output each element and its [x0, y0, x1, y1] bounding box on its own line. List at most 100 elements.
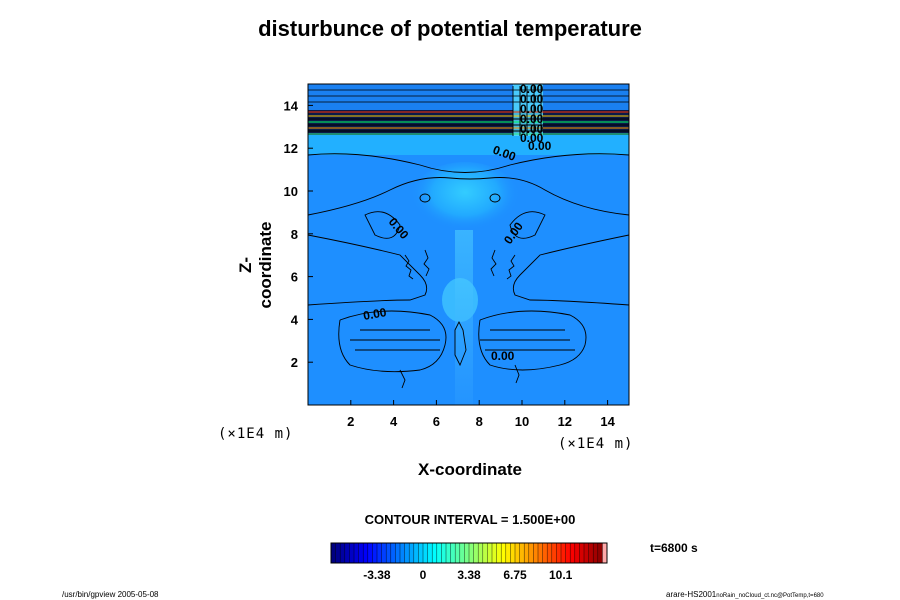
colorbar-cell: [395, 543, 401, 563]
top-column: [513, 84, 543, 136]
colorbar-cell: [528, 543, 534, 563]
top-label: 0.00: [520, 102, 544, 116]
colorbar-cell: [381, 543, 387, 563]
sponge-lines: [308, 89, 629, 135]
y-unit-label: (×1E4 m): [218, 426, 294, 442]
colorbar-cell: [533, 543, 539, 563]
colorbar-cell: [464, 543, 470, 563]
colorbar-cell: [446, 543, 451, 563]
colorbar-cell: [538, 543, 543, 563]
plot-field: [308, 84, 629, 405]
upper-layer: [308, 84, 629, 110]
colorbar-cell: [418, 543, 424, 563]
footer-right-sub: noRain_noCloud_ct.nc@PotTemp,t=680: [716, 593, 824, 599]
colorbar-tick-label: 3.38: [457, 568, 481, 582]
x-tick-label: 6: [433, 414, 440, 429]
colorbar-cell: [354, 543, 359, 563]
x-tick-label: 8: [476, 414, 483, 429]
colorbar-cell: [556, 543, 562, 563]
colorbar-cell: [547, 543, 553, 563]
contour-label: 0.00: [528, 139, 552, 153]
colorbar-cell: [409, 543, 415, 563]
footer-right: arare-HS2001noRain_noCloud_ct.nc@PotTemp…: [666, 590, 824, 599]
colorbar-cell: [584, 543, 589, 563]
colorbar-frame: [330, 542, 608, 564]
colorbar-cell: [340, 543, 346, 563]
contour-interval: CONTOUR INTERVAL = 1.500E+00: [364, 512, 576, 527]
colorbar-cell: [386, 543, 392, 563]
x-tick-label: 14: [600, 414, 615, 429]
colorbar-cell: [400, 543, 405, 563]
x-tick-label: 10: [515, 414, 529, 429]
colorbar-cell: [565, 543, 571, 563]
top-label: 0.00: [520, 122, 544, 136]
colorbar-cell: [602, 543, 608, 563]
colorbar-cell: [450, 543, 456, 563]
colorbar-cell: [492, 543, 497, 563]
colorbar-tick-label: -3.38: [363, 568, 391, 582]
time-label: t=6800 s: [650, 541, 698, 555]
colorbar-cell: [436, 543, 442, 563]
colorbar-cell: [427, 543, 433, 563]
colorbar-cell: [423, 543, 428, 563]
colorbar-cell: [441, 543, 447, 563]
top-label: 0.00: [520, 92, 544, 106]
x-tick-label: 12: [558, 414, 572, 429]
y-tick-label: 4: [291, 312, 299, 327]
colorbar-tick-label: 6.75: [503, 568, 527, 582]
colorbar-cell: [335, 543, 341, 563]
contour-lines: [307, 86, 630, 389]
colorbar-cell: [496, 543, 502, 563]
y-tick-label: 8: [291, 227, 298, 242]
colorbar-cell: [473, 543, 479, 563]
footer-left: /usr/bin/gpview 2005-05-08: [62, 590, 159, 599]
colorbar-cell: [515, 543, 520, 563]
y-tick-label: 2: [291, 355, 298, 370]
x-axis-label: X-coordinate: [418, 460, 522, 479]
plot-frame: [307, 83, 630, 406]
contour-label: 0.00: [362, 305, 388, 323]
colorbar-cell: [363, 543, 369, 563]
top-label: 0.00: [520, 82, 544, 96]
colorbar-cell: [519, 543, 525, 563]
colorbar-cell: [588, 543, 594, 563]
top-label: 0.00: [520, 131, 544, 145]
x-unit-label: (×1E4 m): [558, 436, 634, 452]
plume-head: [410, 162, 520, 238]
colorbar-cell: [413, 543, 419, 563]
colorbar-cell: [510, 543, 516, 563]
colorbar-cell: [349, 543, 355, 563]
y-tick-label: 10: [284, 184, 298, 199]
chart-title: disturbunce of potential temperature: [258, 16, 642, 41]
colorbar-cell: [561, 543, 566, 563]
colorbar-cell: [593, 543, 599, 563]
colorbar-tick-label: 0: [420, 568, 427, 582]
colorbar-cell: [331, 543, 336, 563]
colorbar-cell: [358, 543, 364, 563]
top-label: 0.00: [520, 112, 544, 126]
colorbar: -3.38 0 3.38 6.75 10.1: [330, 542, 608, 582]
colorbar-cell: [501, 543, 507, 563]
colorbar-cell: [469, 543, 474, 563]
colorbar-cell: [579, 543, 585, 563]
y-tick-label: 12: [284, 141, 298, 156]
colorbar-cell: [574, 543, 580, 563]
y-tick-label: 14: [284, 98, 299, 113]
colorbar-cell: [455, 543, 461, 563]
colorbar-cell: [459, 543, 465, 563]
colorbar-cell: [597, 543, 603, 563]
colorbar-cell: [367, 543, 373, 563]
tick-group: 2 4 6 8 10 12 14 2 4 6 8 10 12 14: [284, 98, 616, 429]
colorbar-cell: [524, 543, 530, 563]
colorbar-cell: [482, 543, 488, 563]
contour-label: 0.00: [491, 349, 515, 363]
colorbar-cell: [505, 543, 511, 563]
y-tick-label: 6: [291, 270, 298, 285]
upper-light-band: [308, 135, 629, 155]
x-tick-label: 2: [347, 414, 354, 429]
colorbar-cell: [390, 543, 396, 563]
colorbar-cell: [570, 543, 576, 563]
colorbar-tick-label: 10.1: [549, 568, 573, 582]
colorbar-cell: [542, 543, 548, 563]
